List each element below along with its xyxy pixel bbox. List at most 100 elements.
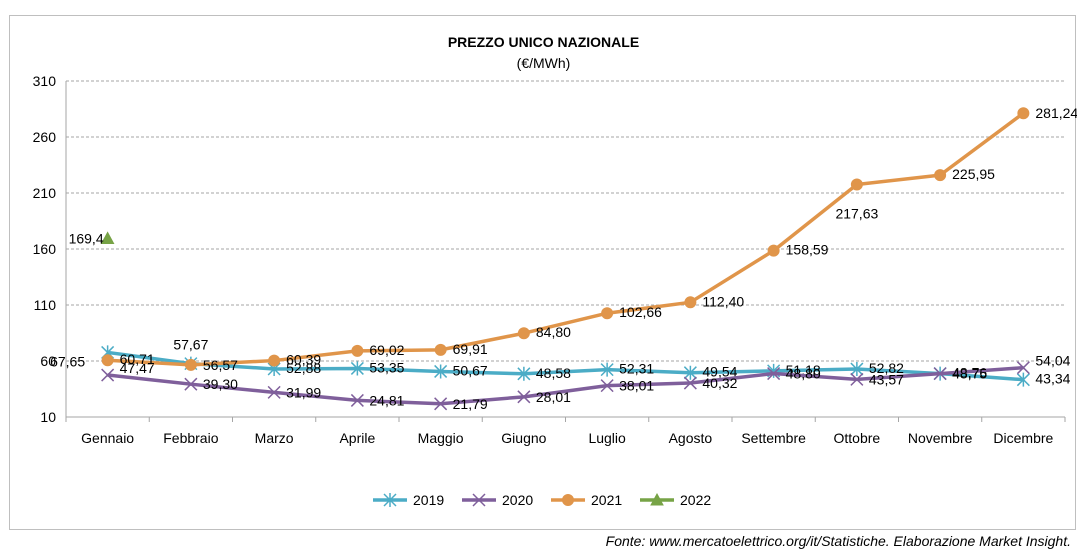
data-point-2020 — [101, 368, 115, 382]
data-point-2020 — [267, 385, 281, 399]
x-tick-label: Giugno — [501, 430, 546, 446]
data-point-2022 — [100, 231, 115, 244]
data-point-2021 — [434, 343, 447, 356]
data-point-2019 — [350, 361, 364, 376]
data-point-2020 — [184, 377, 198, 391]
x-tick-label: Maggio — [418, 430, 464, 446]
data-label-2019: 43,34 — [1035, 371, 1070, 387]
legend-marker-2022 — [650, 492, 664, 506]
legend-label-2021: 2021 — [591, 492, 622, 508]
source-note: Fonte: www.mercatoelettrico.org/it/Stati… — [605, 533, 1071, 549]
data-label-2021: 84,80 — [536, 324, 571, 340]
data-point-2020 — [350, 393, 364, 407]
data-point-2021 — [601, 307, 614, 320]
data-label-2021: 102,66 — [619, 304, 662, 320]
data-label-2020: 28,01 — [536, 389, 571, 405]
data-point-2020 — [600, 379, 614, 393]
chart-title: PREZZO UNICO NAZIONALE — [448, 34, 639, 50]
x-tick-label: Novembre — [908, 430, 973, 446]
data-label-2020: 40,32 — [702, 375, 737, 391]
y-tick-label: 10 — [40, 409, 56, 425]
data-label-2020: 43,57 — [869, 371, 904, 387]
data-label-2020: 39,30 — [203, 376, 238, 392]
data-label-2022: 169,4 — [69, 230, 104, 246]
data-point-2021 — [184, 358, 197, 371]
data-point-2020 — [933, 367, 947, 381]
x-tick-label: Febbraio — [163, 430, 218, 446]
data-label-2021: 60,39 — [286, 352, 321, 368]
y-tick-label: 310 — [33, 73, 57, 89]
series-line-2020 — [107, 365, 1024, 406]
data-point-2019 — [683, 365, 697, 380]
chart-frame: PREZZO UNICO NAZIONALE (€/MWh) 10 60 110 160 2… — [9, 15, 1077, 530]
legend-label-2020: 2020 — [502, 492, 533, 508]
data-label-2021: 158,59 — [786, 242, 829, 258]
data-label-2019: 50,67 — [453, 362, 488, 378]
data-point-2020 — [517, 390, 531, 404]
x-tick-label: Agosto — [669, 430, 713, 446]
data-point-2019 — [850, 362, 864, 377]
y-tick-label: 260 — [33, 129, 57, 145]
data-label-2020: 48,80 — [786, 366, 821, 382]
data-point-2020 — [767, 367, 781, 381]
legend-marker-2019 — [383, 493, 397, 507]
data-point-2021 — [850, 178, 863, 191]
data-point-2019 — [1016, 372, 1030, 387]
data-point-2021 — [684, 296, 697, 309]
x-tick-label: Gennaio — [81, 430, 134, 446]
data-point-2021 — [101, 354, 114, 367]
data-point-2021 — [517, 327, 530, 340]
line-chart: PREZZO UNICO NAZIONALE (€/MWh) 10 60 110 160 2… — [33, 34, 1077, 508]
data-point-2021 — [767, 244, 780, 257]
chart-subtitle: (€/MWh) — [517, 55, 571, 71]
x-tick-label: Aprile — [339, 430, 375, 446]
data-point-2019 — [434, 364, 448, 379]
data-label-2021: 60,71 — [120, 351, 155, 367]
data-label-2019: 52,82 — [869, 360, 904, 376]
data-point-2019 — [600, 362, 614, 377]
legend-marker-2020 — [472, 493, 486, 507]
data-point-2021 — [351, 344, 364, 357]
series-line-2019 — [107, 350, 1024, 382]
data-label-2019: 57,67 — [173, 337, 208, 353]
data-point-2020 — [434, 397, 448, 411]
data-point-2020 — [850, 372, 864, 386]
data-label-2021: 112,40 — [702, 293, 744, 309]
data-label-2021: 56,57 — [203, 357, 238, 373]
data-label-2020: 38,01 — [619, 378, 654, 394]
data-point-2020 — [1016, 361, 1030, 375]
data-label-2021: 225,95 — [952, 166, 995, 182]
data-label-2020: 54,04 — [1035, 353, 1070, 369]
data-label-2021: 69,02 — [369, 342, 404, 358]
x-tick-label: Settembre — [741, 430, 806, 446]
data-point-2020 — [683, 376, 697, 390]
data-point-2019 — [517, 366, 531, 381]
y-tick-label: 160 — [33, 241, 57, 257]
data-label-2019: 48,58 — [536, 365, 571, 381]
data-label-2019: 52,88 — [286, 360, 321, 376]
series-line-2021 — [107, 111, 1025, 367]
legend-label-2022: 2022 — [680, 492, 711, 508]
data-label-2020: 31,99 — [286, 384, 321, 400]
legend-label-2019: 2019 — [413, 492, 444, 508]
data-label-2021: 217,63 — [835, 205, 878, 221]
data-label-2021: 69,91 — [453, 341, 488, 357]
data-label-2019: 53,35 — [369, 359, 404, 375]
y-tick-label: 210 — [33, 185, 57, 201]
data-point-2021 — [934, 169, 947, 182]
data-label-2020: 48,75 — [952, 366, 987, 382]
data-label-2020: 21,79 — [453, 396, 488, 412]
data-label-2019: 67,65 — [50, 353, 85, 369]
x-tick-label: Luglio — [588, 430, 626, 446]
legend-marker-2021 — [562, 494, 574, 506]
y-tick-label: 60 — [40, 353, 56, 369]
data-label-2019: 49,54 — [702, 364, 737, 380]
y-tick-label: 110 — [34, 297, 57, 313]
x-tick-label: Dicembre — [993, 430, 1053, 446]
data-label-2021: 281,24 — [1035, 105, 1077, 121]
data-label-2020: 24,81 — [369, 392, 404, 408]
x-tick-label: Marzo — [255, 430, 294, 446]
x-tick-label: Ottobre — [834, 430, 881, 446]
data-point-2021 — [1017, 107, 1030, 120]
data-point-2021 — [268, 354, 281, 367]
